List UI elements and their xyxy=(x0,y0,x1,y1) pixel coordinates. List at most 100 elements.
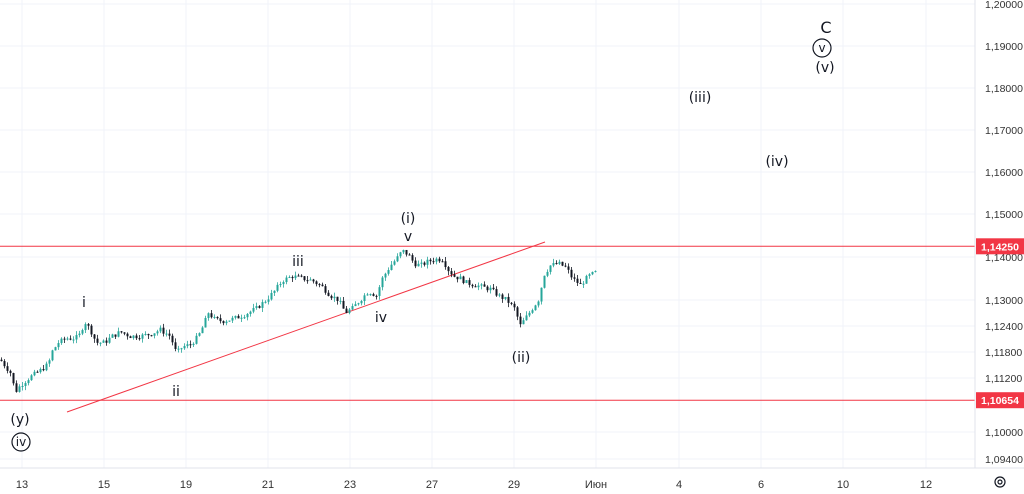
candle xyxy=(45,361,48,372)
candle xyxy=(324,284,327,295)
wave-label[interactable]: iv xyxy=(375,310,387,326)
candle xyxy=(432,257,435,265)
wave-label[interactable]: ii xyxy=(172,384,180,400)
candle xyxy=(378,284,381,300)
candle xyxy=(420,259,423,268)
candle xyxy=(588,273,591,279)
wave-label[interactable]: iii xyxy=(292,254,304,270)
candle xyxy=(198,332,201,337)
candle xyxy=(441,259,444,263)
candle xyxy=(516,306,519,321)
candle xyxy=(363,293,366,306)
wave-label[interactable]: (iii) xyxy=(689,90,712,106)
candle xyxy=(375,294,378,300)
candle xyxy=(531,308,534,314)
wave-label[interactable]: (v) xyxy=(815,60,834,76)
candle xyxy=(96,334,99,346)
candle xyxy=(585,274,588,284)
candle xyxy=(177,345,180,353)
candle xyxy=(174,338,177,352)
candle xyxy=(561,261,564,267)
time-tick-label: 19 xyxy=(180,479,192,491)
price-tick-label: 1,13000 xyxy=(985,295,1023,307)
candle xyxy=(171,333,174,346)
candle xyxy=(228,320,231,322)
candle xyxy=(138,334,141,341)
candle xyxy=(558,259,561,266)
price-tick-label: 1,15000 xyxy=(985,209,1023,221)
candle xyxy=(30,374,33,381)
wave-label[interactable]: (i) xyxy=(401,211,416,227)
candle xyxy=(306,275,309,284)
candle xyxy=(102,339,105,343)
candle xyxy=(105,337,108,346)
candle xyxy=(315,280,318,287)
wave-label[interactable]: v xyxy=(818,41,825,55)
candle xyxy=(510,301,513,306)
candle xyxy=(546,269,549,278)
candle xyxy=(333,292,336,302)
candle xyxy=(519,313,522,328)
wave-label[interactable]: i xyxy=(82,295,86,311)
candle xyxy=(153,333,156,339)
wave-label[interactable]: (y) xyxy=(10,412,29,428)
candle xyxy=(537,300,540,308)
price-tick-label: 1,14000 xyxy=(985,252,1023,264)
candle xyxy=(594,270,597,273)
candle xyxy=(219,314,222,324)
candle xyxy=(183,343,186,350)
candle xyxy=(285,275,288,285)
candle xyxy=(126,332,129,340)
candle xyxy=(429,258,432,265)
candle xyxy=(276,282,279,293)
candle xyxy=(36,370,39,373)
candle xyxy=(381,275,384,291)
price-tick-label: 1,11800 xyxy=(985,347,1022,359)
time-tick-label: 13 xyxy=(16,479,28,491)
candle xyxy=(549,265,552,275)
candle xyxy=(438,256,441,263)
candle xyxy=(564,262,567,268)
candle xyxy=(573,273,576,282)
candle xyxy=(384,272,387,281)
wave-circle xyxy=(812,38,832,58)
price-axis[interactable]: 1,20000 1,19000 1,18000 1,17000 1,16000 1,150… xyxy=(985,0,1023,466)
candle xyxy=(300,274,303,278)
wave-label[interactable]: C xyxy=(820,18,831,37)
candles xyxy=(0,249,597,393)
candle xyxy=(123,332,126,336)
price-tick-label: 1,18000 xyxy=(985,83,1023,95)
wave-label[interactable]: (ii) xyxy=(512,350,531,366)
candle xyxy=(75,331,78,344)
candle xyxy=(399,251,402,259)
price-badge xyxy=(976,392,1024,409)
time-tick-label: 4 xyxy=(676,479,682,491)
time-axis[interactable]: 13 15 19 21 23 27 29 Июн 4 6 10 12 xyxy=(16,479,932,491)
candle xyxy=(474,284,477,288)
candle xyxy=(222,320,225,326)
wave-label[interactable]: (iv) xyxy=(765,154,788,170)
candle xyxy=(72,336,75,344)
candle xyxy=(207,312,210,321)
candle xyxy=(66,336,69,341)
price-badge-label: 1,10654 xyxy=(981,395,1019,407)
candle xyxy=(414,257,417,269)
candle xyxy=(471,283,474,289)
wave-label[interactable]: iv xyxy=(16,435,26,449)
candle xyxy=(234,315,237,320)
candle xyxy=(249,310,252,317)
time-tick-label: 29 xyxy=(508,479,520,491)
candle xyxy=(312,278,315,284)
candle xyxy=(366,292,369,296)
candle xyxy=(78,330,81,338)
candle xyxy=(225,319,228,326)
candle xyxy=(18,384,21,393)
wave-label[interactable]: v xyxy=(404,229,412,245)
settings-gear-icon[interactable] xyxy=(994,476,1006,488)
trendline[interactable] xyxy=(66,241,546,413)
price-badges: 1,14250 1,10654 xyxy=(976,238,1024,409)
candle xyxy=(408,253,411,256)
price-tick-label: 1,19000 xyxy=(985,41,1023,53)
candle xyxy=(156,329,159,336)
